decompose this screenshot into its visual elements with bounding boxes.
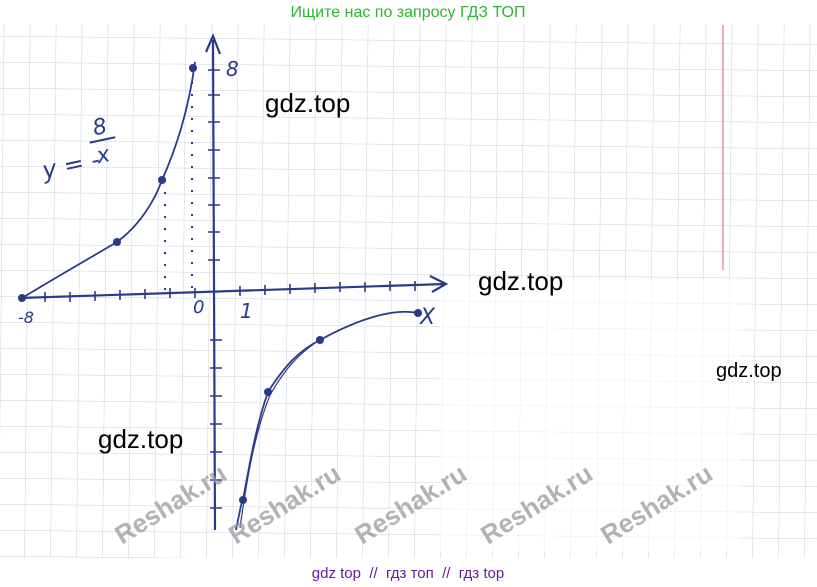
watermark: gdz.top (716, 360, 782, 382)
footer-text: gdz top // гдз топ // гдз top (312, 565, 504, 582)
point (189, 64, 197, 72)
x-axis (19, 275, 449, 300)
y-ticks (208, 69, 222, 509)
point (18, 294, 26, 302)
point (113, 238, 121, 246)
points (18, 64, 422, 504)
paper-glare (440, 280, 740, 550)
watermark: gdz.top (265, 88, 350, 118)
curve-retrace (239, 337, 323, 529)
label-y-top: 8 (226, 57, 239, 81)
label-x-axis: X (419, 305, 436, 330)
fraction-bar (89, 136, 116, 144)
watermark: gdz.top (98, 424, 183, 454)
point (264, 388, 272, 396)
header-text: Ищите нас по запросу ГДЗ ТОП (291, 4, 526, 21)
point (316, 336, 324, 344)
formula-numerator: 8 (90, 114, 109, 141)
label-x-left: -8 (18, 308, 34, 327)
point (239, 496, 247, 504)
label-unit: 1 (240, 299, 253, 323)
curve-left (21, 61, 196, 299)
point (414, 309, 422, 317)
guide-dots (164, 70, 193, 290)
label-origin: 0 (193, 297, 204, 318)
formula-denominator: x (93, 142, 113, 170)
header-bar (0, 0, 817, 24)
footer-bar (0, 558, 817, 587)
point (158, 176, 166, 184)
x-ticks (44, 281, 416, 302)
watermark: gdz.top (478, 266, 563, 296)
